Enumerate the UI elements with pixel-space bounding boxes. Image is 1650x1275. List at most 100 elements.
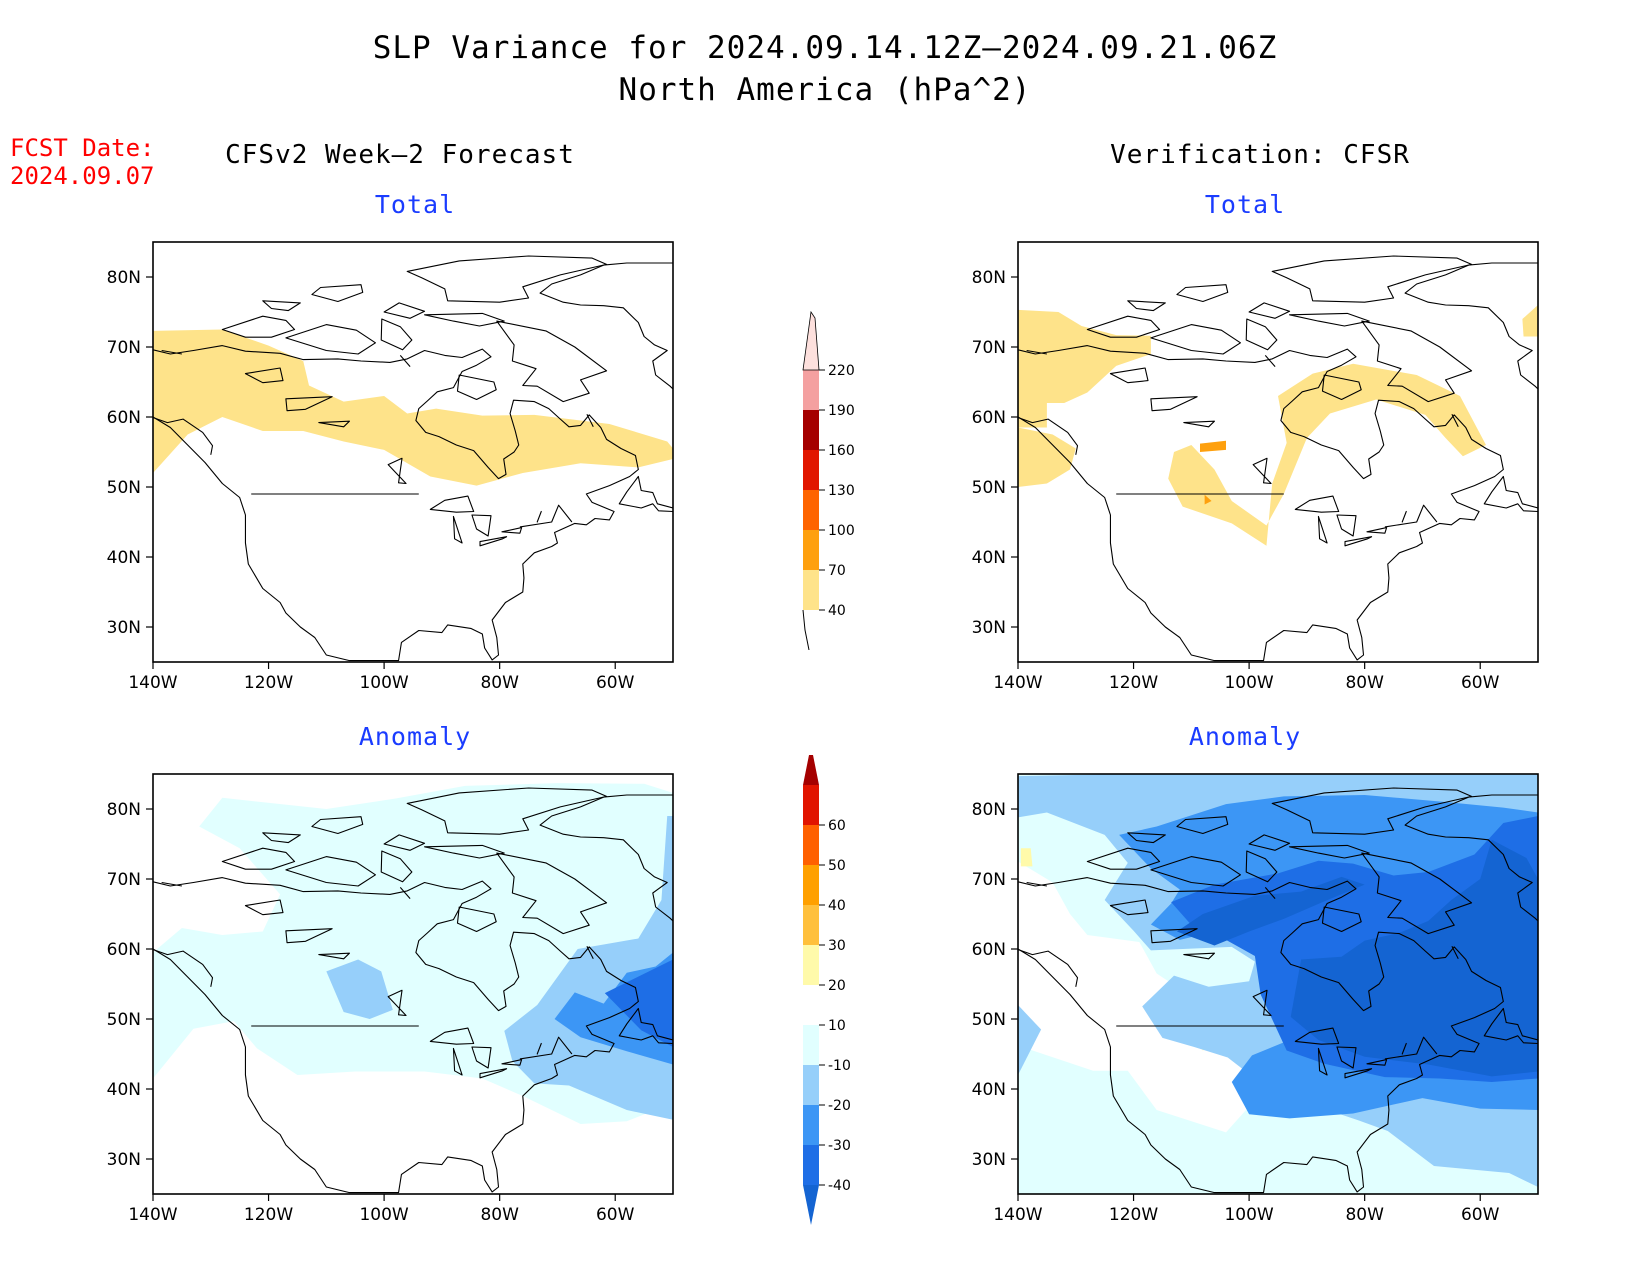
coastline bbox=[1018, 877, 1504, 1194]
lake-outline bbox=[318, 952, 350, 960]
shaded-region bbox=[1018, 1005, 1042, 1075]
total-colorbar: 40 70 100 130 160 190 220 bbox=[795, 280, 885, 654]
colorbar-box bbox=[803, 530, 819, 570]
lake-outline bbox=[479, 1068, 508, 1079]
coastline bbox=[161, 881, 182, 887]
lon-label: 120W bbox=[244, 1205, 293, 1225]
colorbar-box bbox=[803, 1145, 819, 1185]
lon-label: 80W bbox=[1345, 673, 1384, 693]
colorbar-box bbox=[803, 905, 819, 945]
colorbar-label: -40 bbox=[828, 1178, 851, 1194]
lat-label: 30N bbox=[972, 618, 1006, 638]
coastline bbox=[153, 417, 214, 455]
colorbar-label: 40 bbox=[828, 898, 846, 914]
lake-outline bbox=[285, 928, 333, 944]
coastline bbox=[1483, 475, 1538, 513]
island-outline bbox=[1086, 315, 1161, 338]
main-subtitle: North America (hPa^2) bbox=[618, 72, 1032, 108]
lat-label: 50N bbox=[107, 1010, 141, 1030]
lake-outline bbox=[387, 989, 407, 1017]
verification-total-title: Total bbox=[1204, 190, 1286, 219]
coastline bbox=[539, 262, 673, 390]
fcst-date-value: 2024.09.07 bbox=[10, 162, 155, 190]
colorbar-label: 160 bbox=[828, 443, 855, 459]
island-outline bbox=[1245, 850, 1278, 883]
lat-label: 50N bbox=[107, 478, 141, 498]
island-outline bbox=[456, 374, 497, 401]
shaded-region bbox=[604, 959, 673, 1047]
map-frame bbox=[152, 773, 674, 1195]
coastline bbox=[1451, 945, 1459, 960]
lake-outline bbox=[1109, 899, 1149, 916]
lon-label: 60W bbox=[596, 673, 635, 693]
island-outline bbox=[1127, 300, 1166, 312]
lake-outline bbox=[1294, 1027, 1340, 1045]
colorbar-box bbox=[803, 1025, 819, 1065]
island-outline bbox=[1245, 318, 1278, 351]
lat-label: 80N bbox=[972, 800, 1006, 820]
island-outline bbox=[262, 832, 301, 844]
coastline bbox=[618, 1007, 673, 1045]
colorbar-label: 30 bbox=[828, 938, 846, 954]
island-outline bbox=[424, 844, 505, 859]
colorbar-label: 70 bbox=[828, 563, 846, 579]
lon-label: 140W bbox=[128, 1205, 177, 1225]
shaded-region bbox=[326, 959, 393, 1019]
island-outline bbox=[1176, 284, 1229, 303]
colorbar-box bbox=[803, 570, 819, 610]
island-outline bbox=[536, 1042, 542, 1055]
island-outline bbox=[311, 816, 364, 835]
map-frame bbox=[1017, 241, 1539, 663]
coastline bbox=[1018, 417, 1079, 455]
coastline bbox=[153, 949, 214, 987]
lake-outline bbox=[452, 1047, 463, 1076]
lon-label: 60W bbox=[1461, 673, 1500, 693]
lake-outline bbox=[471, 514, 492, 537]
island-outline bbox=[1248, 302, 1291, 319]
coastline bbox=[1018, 949, 1079, 987]
colorbar-label: 10 bbox=[828, 1018, 846, 1034]
lake-outline bbox=[429, 1027, 475, 1045]
lake-outline bbox=[1294, 495, 1340, 513]
coastline bbox=[1483, 1007, 1538, 1045]
lake-outline bbox=[1344, 536, 1373, 547]
coastline bbox=[1026, 881, 1047, 887]
colorbar-box bbox=[803, 410, 819, 450]
lon-label: 80W bbox=[1345, 1205, 1384, 1225]
coastline bbox=[153, 345, 639, 662]
lake-outline bbox=[244, 899, 284, 916]
colorbar-top-cap bbox=[802, 310, 820, 371]
lat-label: 40N bbox=[107, 1080, 141, 1100]
lat-label: 80N bbox=[107, 268, 141, 288]
fcst-date-block: FCST Date: 2024.09.07 bbox=[10, 134, 155, 190]
island-outline bbox=[380, 850, 413, 883]
colorbar-box bbox=[803, 985, 819, 1025]
lon-label: 100W bbox=[1224, 1205, 1273, 1225]
coastline bbox=[399, 887, 411, 899]
island-outline bbox=[1289, 312, 1370, 327]
verification-anomaly-map: 80N 70N 60N 50N 40N 30N 140W 120W 100W 80W 60W bbox=[960, 770, 1560, 1240]
lat-label: 50N bbox=[972, 1010, 1006, 1030]
map-frame bbox=[152, 241, 674, 663]
lon-label: 140W bbox=[993, 673, 1042, 693]
colorbar-box bbox=[803, 450, 819, 490]
lake-outline bbox=[501, 1059, 523, 1066]
lat-label: 60N bbox=[972, 940, 1006, 960]
island-outline bbox=[1176, 816, 1229, 835]
lake-outline bbox=[1150, 396, 1198, 412]
colorbar-label: -30 bbox=[828, 1138, 851, 1154]
colorbar-box bbox=[803, 1065, 819, 1105]
forecast-total-title: Total bbox=[374, 190, 456, 219]
fcst-date-label: FCST Date: bbox=[10, 134, 155, 162]
island-outline bbox=[1271, 255, 1473, 303]
coastline bbox=[1264, 887, 1276, 899]
lat-label: 40N bbox=[107, 548, 141, 568]
coastline bbox=[519, 1036, 573, 1060]
lat-label: 70N bbox=[107, 870, 141, 890]
lon-label: 120W bbox=[1109, 673, 1158, 693]
island-outline bbox=[536, 510, 542, 523]
lake-outline bbox=[429, 495, 475, 513]
island-outline bbox=[406, 255, 608, 303]
island-outline bbox=[456, 906, 497, 933]
colorbar-label: 40 bbox=[828, 603, 846, 619]
